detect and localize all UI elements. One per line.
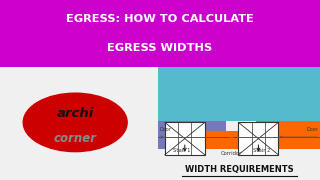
Circle shape xyxy=(23,93,127,152)
Bar xyxy=(238,122,278,155)
Bar xyxy=(256,121,320,149)
Bar xyxy=(158,67,320,121)
Bar xyxy=(206,131,256,149)
Text: archi: archi xyxy=(57,107,94,120)
Text: EGRESS WIDTHS: EGRESS WIDTHS xyxy=(108,43,212,53)
Bar xyxy=(0,0,320,67)
Text: Stair 1: Stair 1 xyxy=(173,148,190,153)
Text: Door: Door xyxy=(307,127,318,132)
Text: corner: corner xyxy=(54,132,97,145)
Text: Door: Door xyxy=(160,127,172,132)
Text: Stair 2: Stair 2 xyxy=(253,148,270,153)
Bar xyxy=(0,67,320,180)
Text: WIDTH REQUIREMENTS: WIDTH REQUIREMENTS xyxy=(185,165,293,174)
Text: EGRESS: HOW TO CALCULATE: EGRESS: HOW TO CALCULATE xyxy=(66,14,254,24)
Bar xyxy=(165,122,205,155)
Bar xyxy=(158,121,226,149)
Text: Corridor: Corridor xyxy=(220,151,242,156)
